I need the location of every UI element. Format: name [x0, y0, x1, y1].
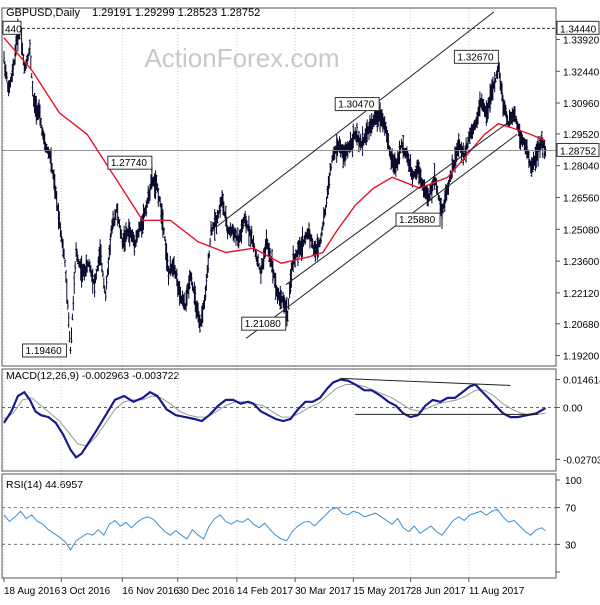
- price-tick-label: 1.32440: [563, 67, 600, 78]
- price-annotation-label: 1.32670: [457, 52, 494, 63]
- macd-line: [3, 378, 547, 459]
- level-label-box: [556, 20, 600, 35]
- price-annotation-box: [395, 212, 441, 227]
- date-label: 30 Dec 2016: [178, 586, 235, 597]
- chart-ohlc: 1.29191 1.29299 1.28523 1.28752: [92, 7, 260, 19]
- macd-signal-line: [3, 384, 546, 447]
- price-tick-label: 1.33920: [563, 35, 600, 46]
- date-label: 16 Nov 2016: [122, 586, 179, 597]
- price-tick-label: 1.19200: [563, 352, 600, 363]
- left-clip-box: [2, 20, 22, 35]
- price-tick-label: 1.20680: [563, 320, 600, 331]
- panel-frame-macd: [1, 368, 557, 472]
- panel-frame-price: [1, 7, 557, 367]
- moving-average-line: [3, 37, 546, 264]
- price-tick-label: 1.28040: [563, 162, 600, 173]
- chart-symbol: GBPUSD,Daily: [6, 7, 80, 19]
- date-label: 18 Aug 2016: [4, 586, 61, 597]
- price-annotation-label: 1.27740: [111, 158, 148, 169]
- price-tick-label: 1.25080: [563, 225, 600, 236]
- channel-line-upper: [216, 11, 495, 228]
- price-tick-label: 1.22120: [563, 289, 600, 300]
- price-annotation-box: [107, 155, 153, 170]
- price-annotation-box: [241, 316, 287, 331]
- date-label: 3 Oct 2016: [61, 586, 110, 597]
- macd-title: MACD(12,26,9) -0.002963 -0.003722: [6, 370, 180, 382]
- level-label: 1.34440: [560, 24, 597, 35]
- date-label: 15 May 2017: [353, 586, 411, 597]
- date-label: 28 Jun 2017: [411, 586, 466, 597]
- rsi-tick-label: 30: [565, 540, 577, 551]
- current-price-label: 1.28752: [560, 146, 597, 157]
- price-annotation-label: 1.21080: [245, 319, 282, 330]
- rsi-title: RSI(14) 44.6957: [6, 479, 83, 491]
- price-annotation-label: 1.30470: [338, 100, 375, 111]
- date-label: 11 Aug 2017: [469, 586, 525, 597]
- macd-tick-label: 0.014614: [563, 375, 600, 386]
- channel-line-mid: [285, 115, 518, 286]
- price-tick-label: 1.29520: [563, 130, 600, 141]
- date-label: 30 Mar 2017: [295, 586, 352, 597]
- watermark-text: ActionForex.com: [144, 43, 339, 73]
- price-tick-label: 1.23600: [563, 257, 600, 268]
- panel-frame-rsi: [1, 473, 557, 579]
- left-clip-label: 440: [5, 24, 22, 35]
- price-tick-label: 1.26560: [563, 194, 600, 205]
- macd-tick-label: 0.00: [563, 404, 583, 415]
- price-annotation-box: [453, 49, 499, 64]
- price-annotation-box: [22, 343, 68, 358]
- rsi-tick-label: 100: [565, 476, 582, 487]
- rsi-line: [3, 507, 546, 551]
- price-annotation-label: 1.19460: [26, 346, 63, 357]
- price-annotation-label: 1.25880: [399, 215, 436, 226]
- price-tick-label: 1.30960: [563, 99, 600, 110]
- price-annotation-box: [334, 97, 380, 112]
- rsi-tick-label: 70: [565, 504, 577, 515]
- date-label: 14 Feb 2017: [237, 586, 294, 597]
- macd-trend-line: [340, 377, 511, 386]
- price-ohlc-bars: [3, 18, 547, 354]
- current-price-box: [556, 142, 600, 157]
- channel-line-lower: [245, 133, 518, 339]
